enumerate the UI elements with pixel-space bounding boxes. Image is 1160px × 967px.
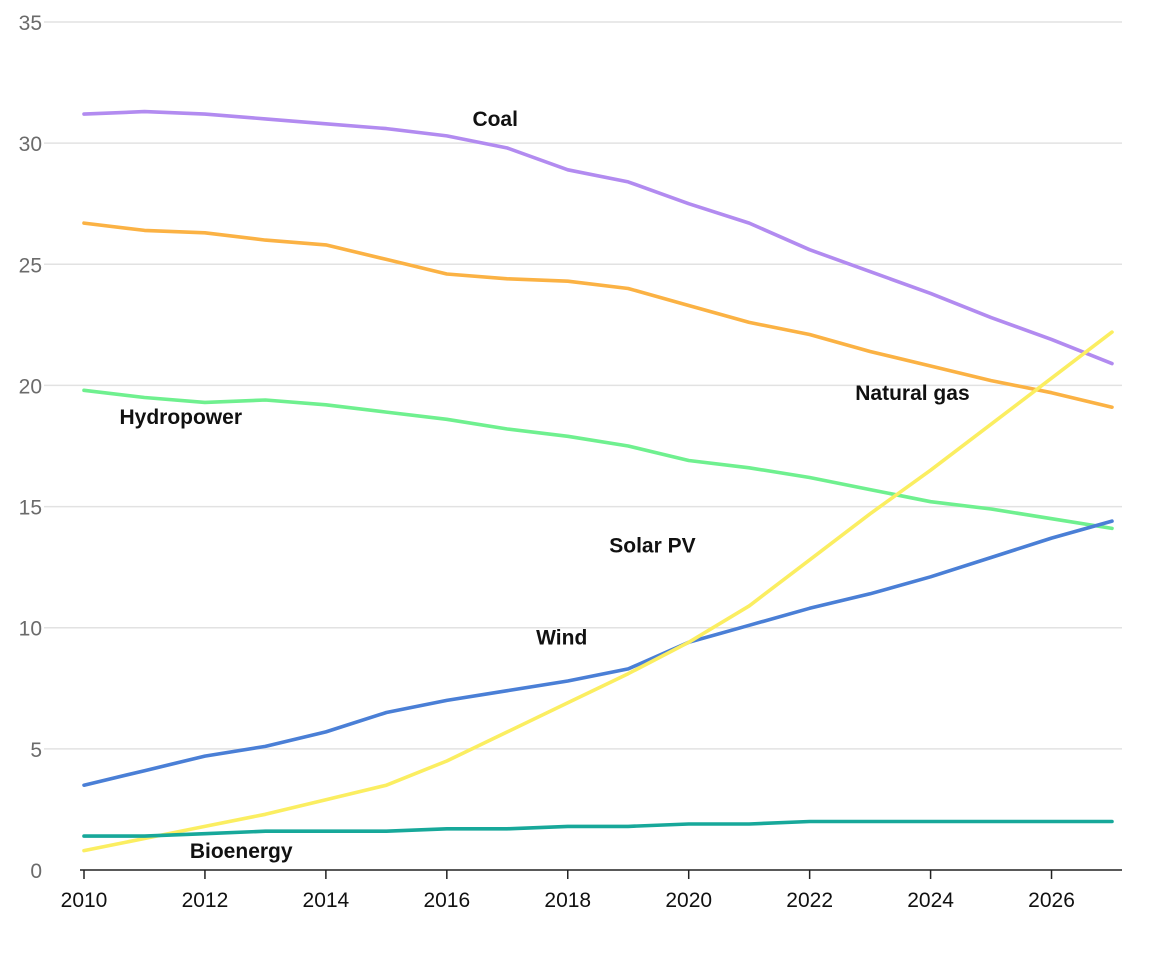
x-tick-label: 2010 <box>61 889 108 912</box>
series-label-wind: Wind <box>536 627 587 650</box>
series-line-solar-pv <box>82 330 1114 853</box>
x-tick-label: 2014 <box>303 889 350 912</box>
series-labels: Coal Natural gas Hydropower Solar PV Wind Bio… <box>119 108 969 863</box>
x-tick-label: 2020 <box>665 889 712 912</box>
gridlines <box>44 21 1122 750</box>
y-axis-ticks: 0 5 10 15 20 25 30 35 <box>19 12 42 883</box>
y-tick-label: 15 <box>19 497 42 520</box>
x-tick-label: 2022 <box>786 889 833 912</box>
series-label-bioenergy: Bioenergy <box>190 840 293 863</box>
series-label-solar-pv: Solar PV <box>609 535 695 558</box>
series-label-natural-gas: Natural gas <box>855 382 969 405</box>
x-tick-label: 2012 <box>182 889 229 912</box>
x-tick-label: 2018 <box>544 889 591 912</box>
y-tick-label: 5 <box>30 739 42 762</box>
series-line-bioenergy <box>82 819 1114 838</box>
y-tick-label: 0 <box>30 860 42 883</box>
series-line-wind <box>82 519 1114 788</box>
series-label-coal: Coal <box>472 108 518 131</box>
y-tick-label: 35 <box>19 12 42 35</box>
x-axis-ticks: 2010 2012 2014 2016 2018 2020 2022 2024 2026 <box>61 870 1075 912</box>
x-tick-label: 2016 <box>423 889 470 912</box>
y-tick-label: 25 <box>19 254 42 277</box>
series-line-natural-gas <box>82 221 1114 410</box>
series-lines <box>82 109 1114 853</box>
x-tick-label: 2024 <box>907 889 954 912</box>
y-tick-label: 30 <box>19 133 42 156</box>
series-line-hydropower <box>82 388 1114 531</box>
y-tick-label: 20 <box>19 375 42 398</box>
x-tick-label: 2026 <box>1028 889 1075 912</box>
y-tick-label: 10 <box>19 618 42 641</box>
series-line-coal <box>82 109 1114 366</box>
series-label-hydropower: Hydropower <box>119 406 242 429</box>
